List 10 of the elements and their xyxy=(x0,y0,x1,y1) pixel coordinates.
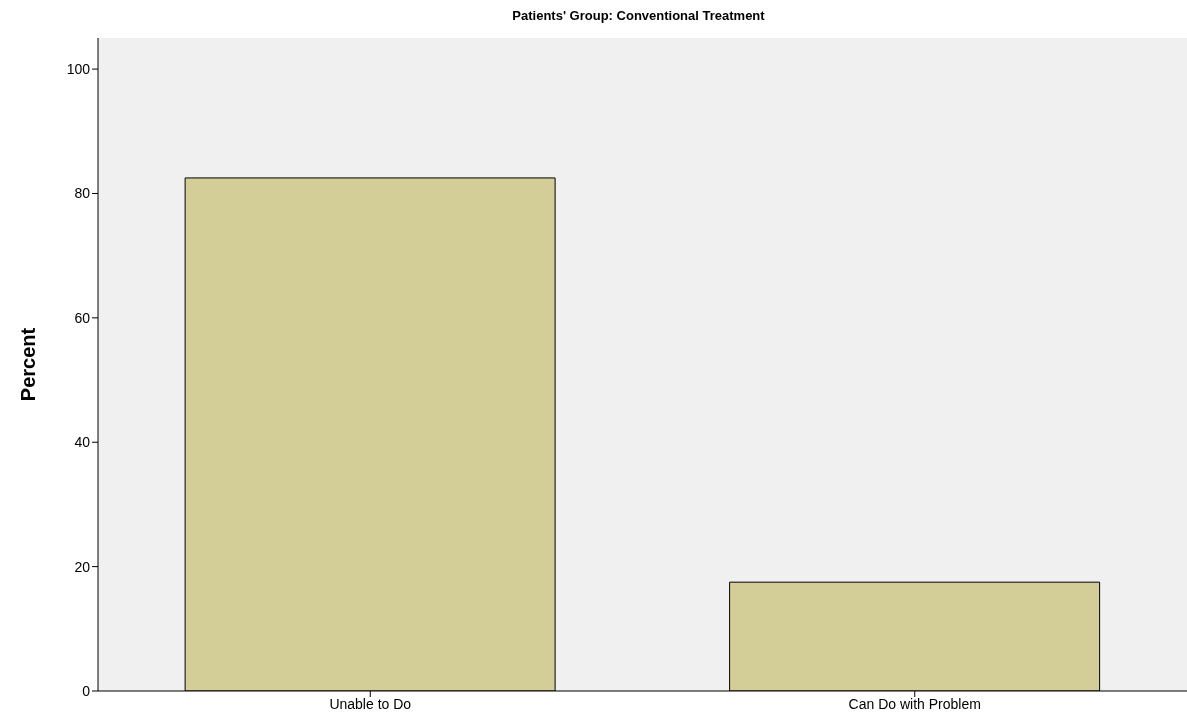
x-tick-label: Unable to Do xyxy=(329,695,412,712)
y-tick-label: 100 xyxy=(66,61,91,78)
y-tick-label: 40 xyxy=(74,434,91,451)
x-tick-label: Can Do with Problem xyxy=(848,695,981,712)
y-tick-label: 20 xyxy=(74,558,91,575)
y-tick-label: 0 xyxy=(82,682,91,699)
chart-title: Patients' Group: Conventional Treatment xyxy=(511,8,766,23)
y-tick-label: 80 xyxy=(74,185,91,202)
y-tick-label: 60 xyxy=(74,309,91,326)
y-axis-title: Percent xyxy=(17,327,40,402)
